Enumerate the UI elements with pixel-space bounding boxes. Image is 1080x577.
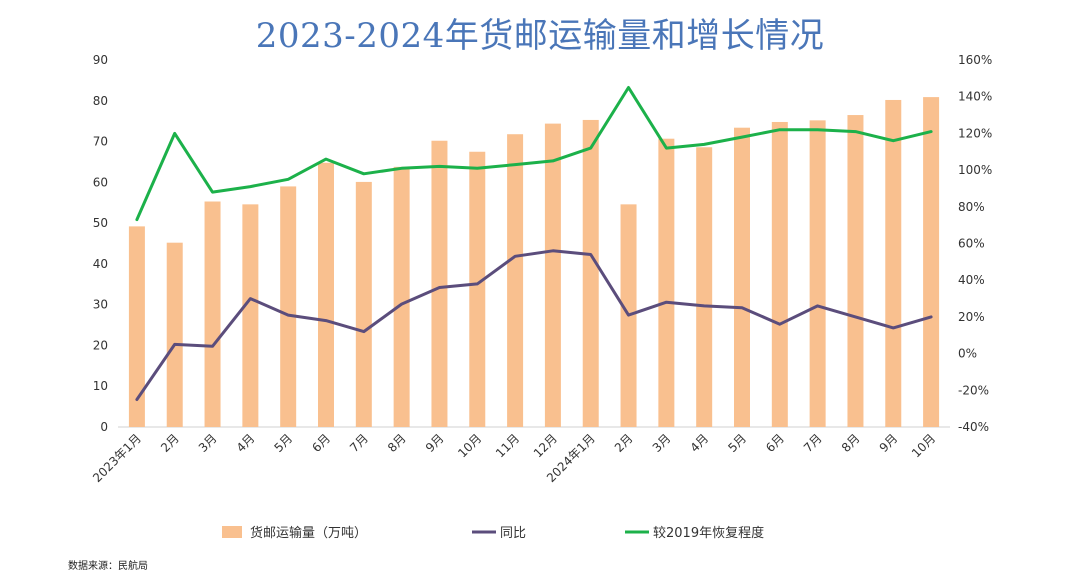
bar xyxy=(923,97,940,427)
bar xyxy=(658,138,675,427)
x-tick-label: 8月 xyxy=(385,431,409,455)
y-right-tick-label: 0% xyxy=(958,347,977,361)
x-tick-label: 9月 xyxy=(423,431,447,455)
bar xyxy=(128,226,145,427)
bar xyxy=(355,181,372,427)
x-tick-label: 6月 xyxy=(763,431,787,455)
y-left-tick-label: 70 xyxy=(93,135,108,149)
x-tick-label: 3月 xyxy=(196,431,220,455)
bar xyxy=(544,123,561,427)
bar xyxy=(393,166,410,428)
x-tick-label: 2月 xyxy=(158,431,182,455)
bar xyxy=(204,201,221,427)
y-left-tick-label: 50 xyxy=(93,216,108,230)
bar xyxy=(847,115,864,428)
source-note: 数据来源：民航局 xyxy=(68,561,148,572)
bar xyxy=(507,134,524,427)
x-tick-label: 12月 xyxy=(531,431,560,460)
legend-label: 货邮运输量（万吨） xyxy=(250,525,367,541)
y-right-tick-label: 20% xyxy=(958,310,985,324)
y-right-tick-label: -20% xyxy=(958,383,989,397)
legend-label: 较2019年恢复程度 xyxy=(653,525,764,541)
bar xyxy=(809,120,826,428)
x-tick-label: 7月 xyxy=(801,431,825,455)
bar xyxy=(771,121,788,427)
x-tick-label: 3月 xyxy=(650,431,674,455)
legend-swatch xyxy=(222,526,242,538)
bar xyxy=(696,147,713,427)
bar xyxy=(734,127,750,428)
y-right-tick-label: 140% xyxy=(958,90,992,104)
bar xyxy=(166,242,183,427)
y-right-tick-label: 100% xyxy=(958,163,992,177)
bar xyxy=(469,151,486,427)
bar xyxy=(582,119,599,428)
x-tick-label: 9月 xyxy=(877,431,901,455)
y-left-tick-label: 80 xyxy=(93,94,108,108)
x-tick-label: 2月 xyxy=(612,431,636,455)
x-tick-label: 5月 xyxy=(272,431,296,455)
y-left-tick-label: 0 xyxy=(100,420,108,434)
y-right-tick-label: 120% xyxy=(958,126,992,140)
y-left-tick-label: 10 xyxy=(93,379,108,393)
bar xyxy=(885,99,902,427)
x-tick-label: 2023年1月 xyxy=(90,431,144,485)
x-tick-label: 4月 xyxy=(688,431,712,455)
series-line xyxy=(135,86,933,222)
y-left-tick-label: 30 xyxy=(93,298,108,312)
x-tick-label: 7月 xyxy=(347,431,371,455)
bar xyxy=(242,204,259,427)
x-tick-label: 10月 xyxy=(909,431,938,460)
x-tick-label: 4月 xyxy=(234,431,258,455)
y-right-tick-label: 160% xyxy=(958,53,992,67)
y-right-tick-label: 40% xyxy=(958,273,985,287)
series-line xyxy=(135,249,933,401)
y-left-tick-label: 20 xyxy=(93,338,108,352)
y-right-tick-label: -40% xyxy=(958,420,989,434)
legend-label: 同比 xyxy=(500,526,526,541)
y-left-tick-label: 40 xyxy=(93,257,108,271)
bar xyxy=(318,162,334,427)
x-tick-label: 8月 xyxy=(839,431,863,455)
x-tick-label: 11月 xyxy=(493,431,522,460)
bar xyxy=(431,140,448,428)
x-tick-label: 6月 xyxy=(309,431,333,455)
y-right-tick-label: 60% xyxy=(958,237,985,251)
x-tick-label: 5月 xyxy=(725,431,749,455)
y-left-tick-label: 60 xyxy=(93,175,108,189)
x-tick-label: 10月 xyxy=(455,431,484,460)
y-right-tick-label: 80% xyxy=(958,200,985,214)
chart-title: 2023-2024年货邮运输量和增长情况 xyxy=(255,16,825,56)
bar xyxy=(280,186,297,427)
y-left-tick-label: 90 xyxy=(93,53,108,67)
